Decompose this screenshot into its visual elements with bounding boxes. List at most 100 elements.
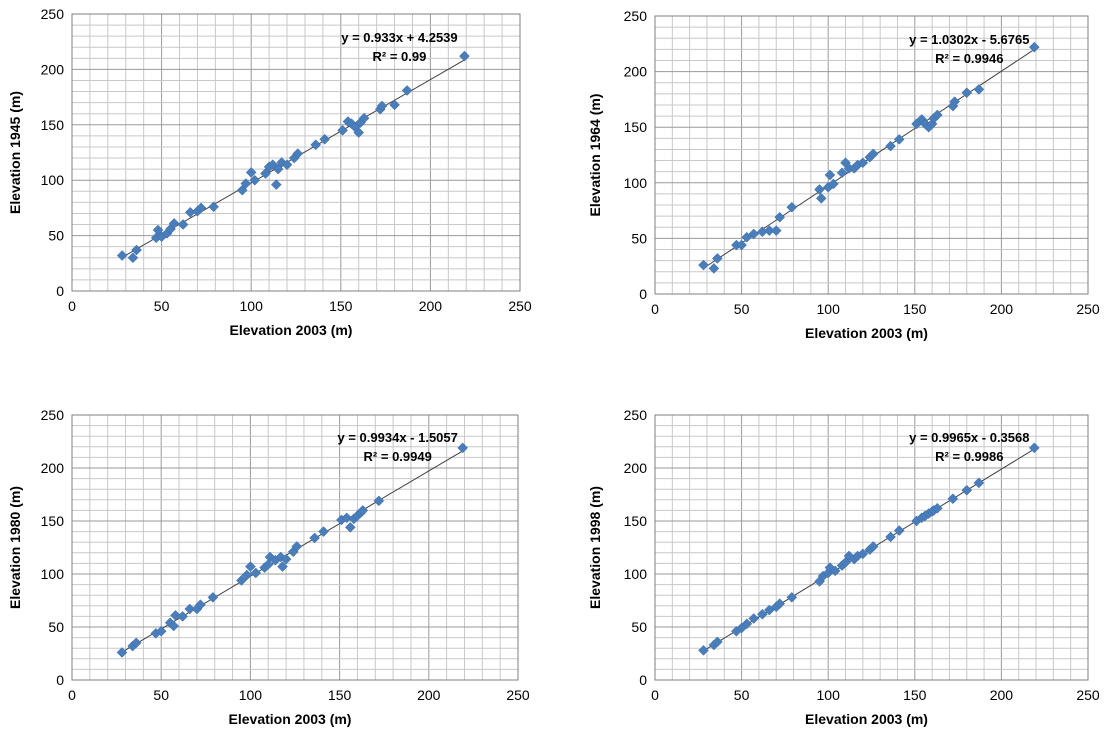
data-point: [250, 567, 262, 579]
y-axis-label: Elevation 1998 (m): [587, 486, 603, 609]
data-point: [961, 87, 973, 99]
y-tick-label: 250: [41, 407, 65, 423]
trendline-equation: y = 0.9934x - 1.5057: [338, 430, 458, 445]
data-point: [459, 50, 470, 62]
data-point: [241, 569, 253, 581]
x-axis-label: Elevation 2003 (m): [805, 325, 928, 341]
y-tick-label: 250: [41, 6, 65, 22]
x-tick-label: 200: [990, 301, 1014, 317]
data-point: [774, 598, 786, 610]
y-axis-label: Elevation 1964 (m): [587, 94, 603, 217]
r-squared-label: R² = 0.99: [373, 49, 427, 64]
y-axis-label: Elevation 1945 (m): [7, 91, 23, 214]
x-tick-label: 250: [506, 687, 530, 703]
data-point: [867, 541, 879, 552]
x-tick-label: 0: [651, 687, 659, 703]
x-tick-label: 250: [1076, 301, 1100, 317]
data-point: [867, 148, 879, 160]
data-point: [277, 561, 288, 572]
data-point: [376, 100, 388, 112]
y-tick-label: 100: [624, 175, 648, 191]
y-axis-label: Elevation 1980 (m): [7, 486, 23, 609]
scatter-chart-1998: 0 50 100 150 200 250 0 50 100 150 200 250 Elevation …: [580, 395, 1120, 740]
data-point: [815, 193, 827, 204]
data-point: [353, 127, 365, 138]
chart-svg: 0 50 100 150 200 250 0 50 100 150 200 250 Elevation …: [7, 6, 532, 338]
data-point: [389, 99, 400, 111]
x-tick-label: 200: [417, 687, 441, 703]
data-point: [177, 219, 189, 230]
chart-svg: 0 50 100 150 200 250 0 50 100 150 200 250 Elevation …: [587, 407, 1100, 727]
data-point: [373, 495, 385, 507]
y-tick-label: 0: [56, 283, 64, 299]
grid: [71, 13, 521, 292]
y-tick-label: 0: [56, 672, 64, 688]
x-tick-label: 100: [239, 687, 263, 703]
x-tick-label: 200: [990, 687, 1014, 703]
data-point: [757, 608, 768, 620]
y-tick-label: 200: [624, 64, 648, 80]
data-point: [973, 84, 985, 95]
data-point: [131, 244, 142, 256]
y-tick-label: 50: [48, 619, 64, 635]
data-point: [947, 493, 959, 505]
data-point: [828, 178, 839, 190]
y-tick-label: 0: [639, 286, 647, 302]
data-point: [168, 620, 180, 632]
data-point: [116, 250, 128, 261]
data-point: [824, 169, 836, 181]
data-point: [829, 565, 841, 577]
scatter-chart-1964: 0 50 100 150 200 250 0 50 100 150 200 250 Elevation …: [580, 0, 1120, 345]
x-tick-label: 50: [734, 301, 750, 317]
data-point: [1028, 442, 1040, 454]
y-tick-label: 100: [624, 566, 648, 582]
data-point: [319, 133, 331, 145]
plot-area-frame: [654, 414, 1089, 681]
data-point: [698, 644, 709, 656]
plot-area-frame: [654, 15, 1089, 295]
x-tick-label: 0: [68, 298, 76, 314]
data-point: [931, 502, 943, 514]
y-tick-label: 250: [624, 407, 648, 423]
y-tick-label: 150: [624, 513, 648, 529]
x-tick-label: 250: [1076, 687, 1100, 703]
data-point: [291, 541, 303, 552]
trendline-equation: y = 0.933x + 4.2539: [341, 30, 457, 45]
x-tick-label: 150: [328, 687, 352, 703]
data-point: [741, 618, 753, 630]
data-point: [281, 159, 293, 171]
data-point: [358, 112, 370, 124]
data-point: [177, 611, 188, 622]
data-point: [931, 109, 943, 121]
y-tick-label: 200: [41, 460, 65, 476]
data-point: [786, 591, 798, 603]
data-point: [857, 548, 869, 560]
data-point: [270, 179, 282, 190]
data-point: [195, 202, 207, 214]
data-point: [337, 124, 348, 136]
plot-area-frame: [71, 13, 521, 292]
data-point: [116, 647, 128, 658]
data-point: [207, 591, 219, 603]
data-point: [318, 526, 329, 537]
data-point: [774, 211, 786, 223]
data-point: [857, 157, 869, 169]
x-tick-label: 150: [903, 687, 927, 703]
y-tick-label: 50: [631, 230, 647, 246]
trendline-equation: y = 1.0302x - 5.6765: [909, 32, 1029, 47]
data-point: [711, 636, 723, 648]
data-point: [836, 167, 848, 179]
r-squared-label: R² = 0.9986: [935, 449, 1003, 464]
y-tick-label: 100: [41, 566, 65, 582]
data-point: [344, 522, 356, 533]
y-tick-label: 150: [624, 119, 648, 135]
data-point: [245, 167, 257, 178]
data-point: [249, 174, 261, 186]
r-squared-label: R² = 0.9946: [935, 51, 1003, 66]
data-points: [116, 50, 470, 264]
x-tick-label: 100: [817, 687, 841, 703]
data-point: [885, 140, 896, 152]
data-points: [116, 442, 469, 658]
grid: [654, 414, 1089, 681]
data-point: [748, 228, 760, 240]
